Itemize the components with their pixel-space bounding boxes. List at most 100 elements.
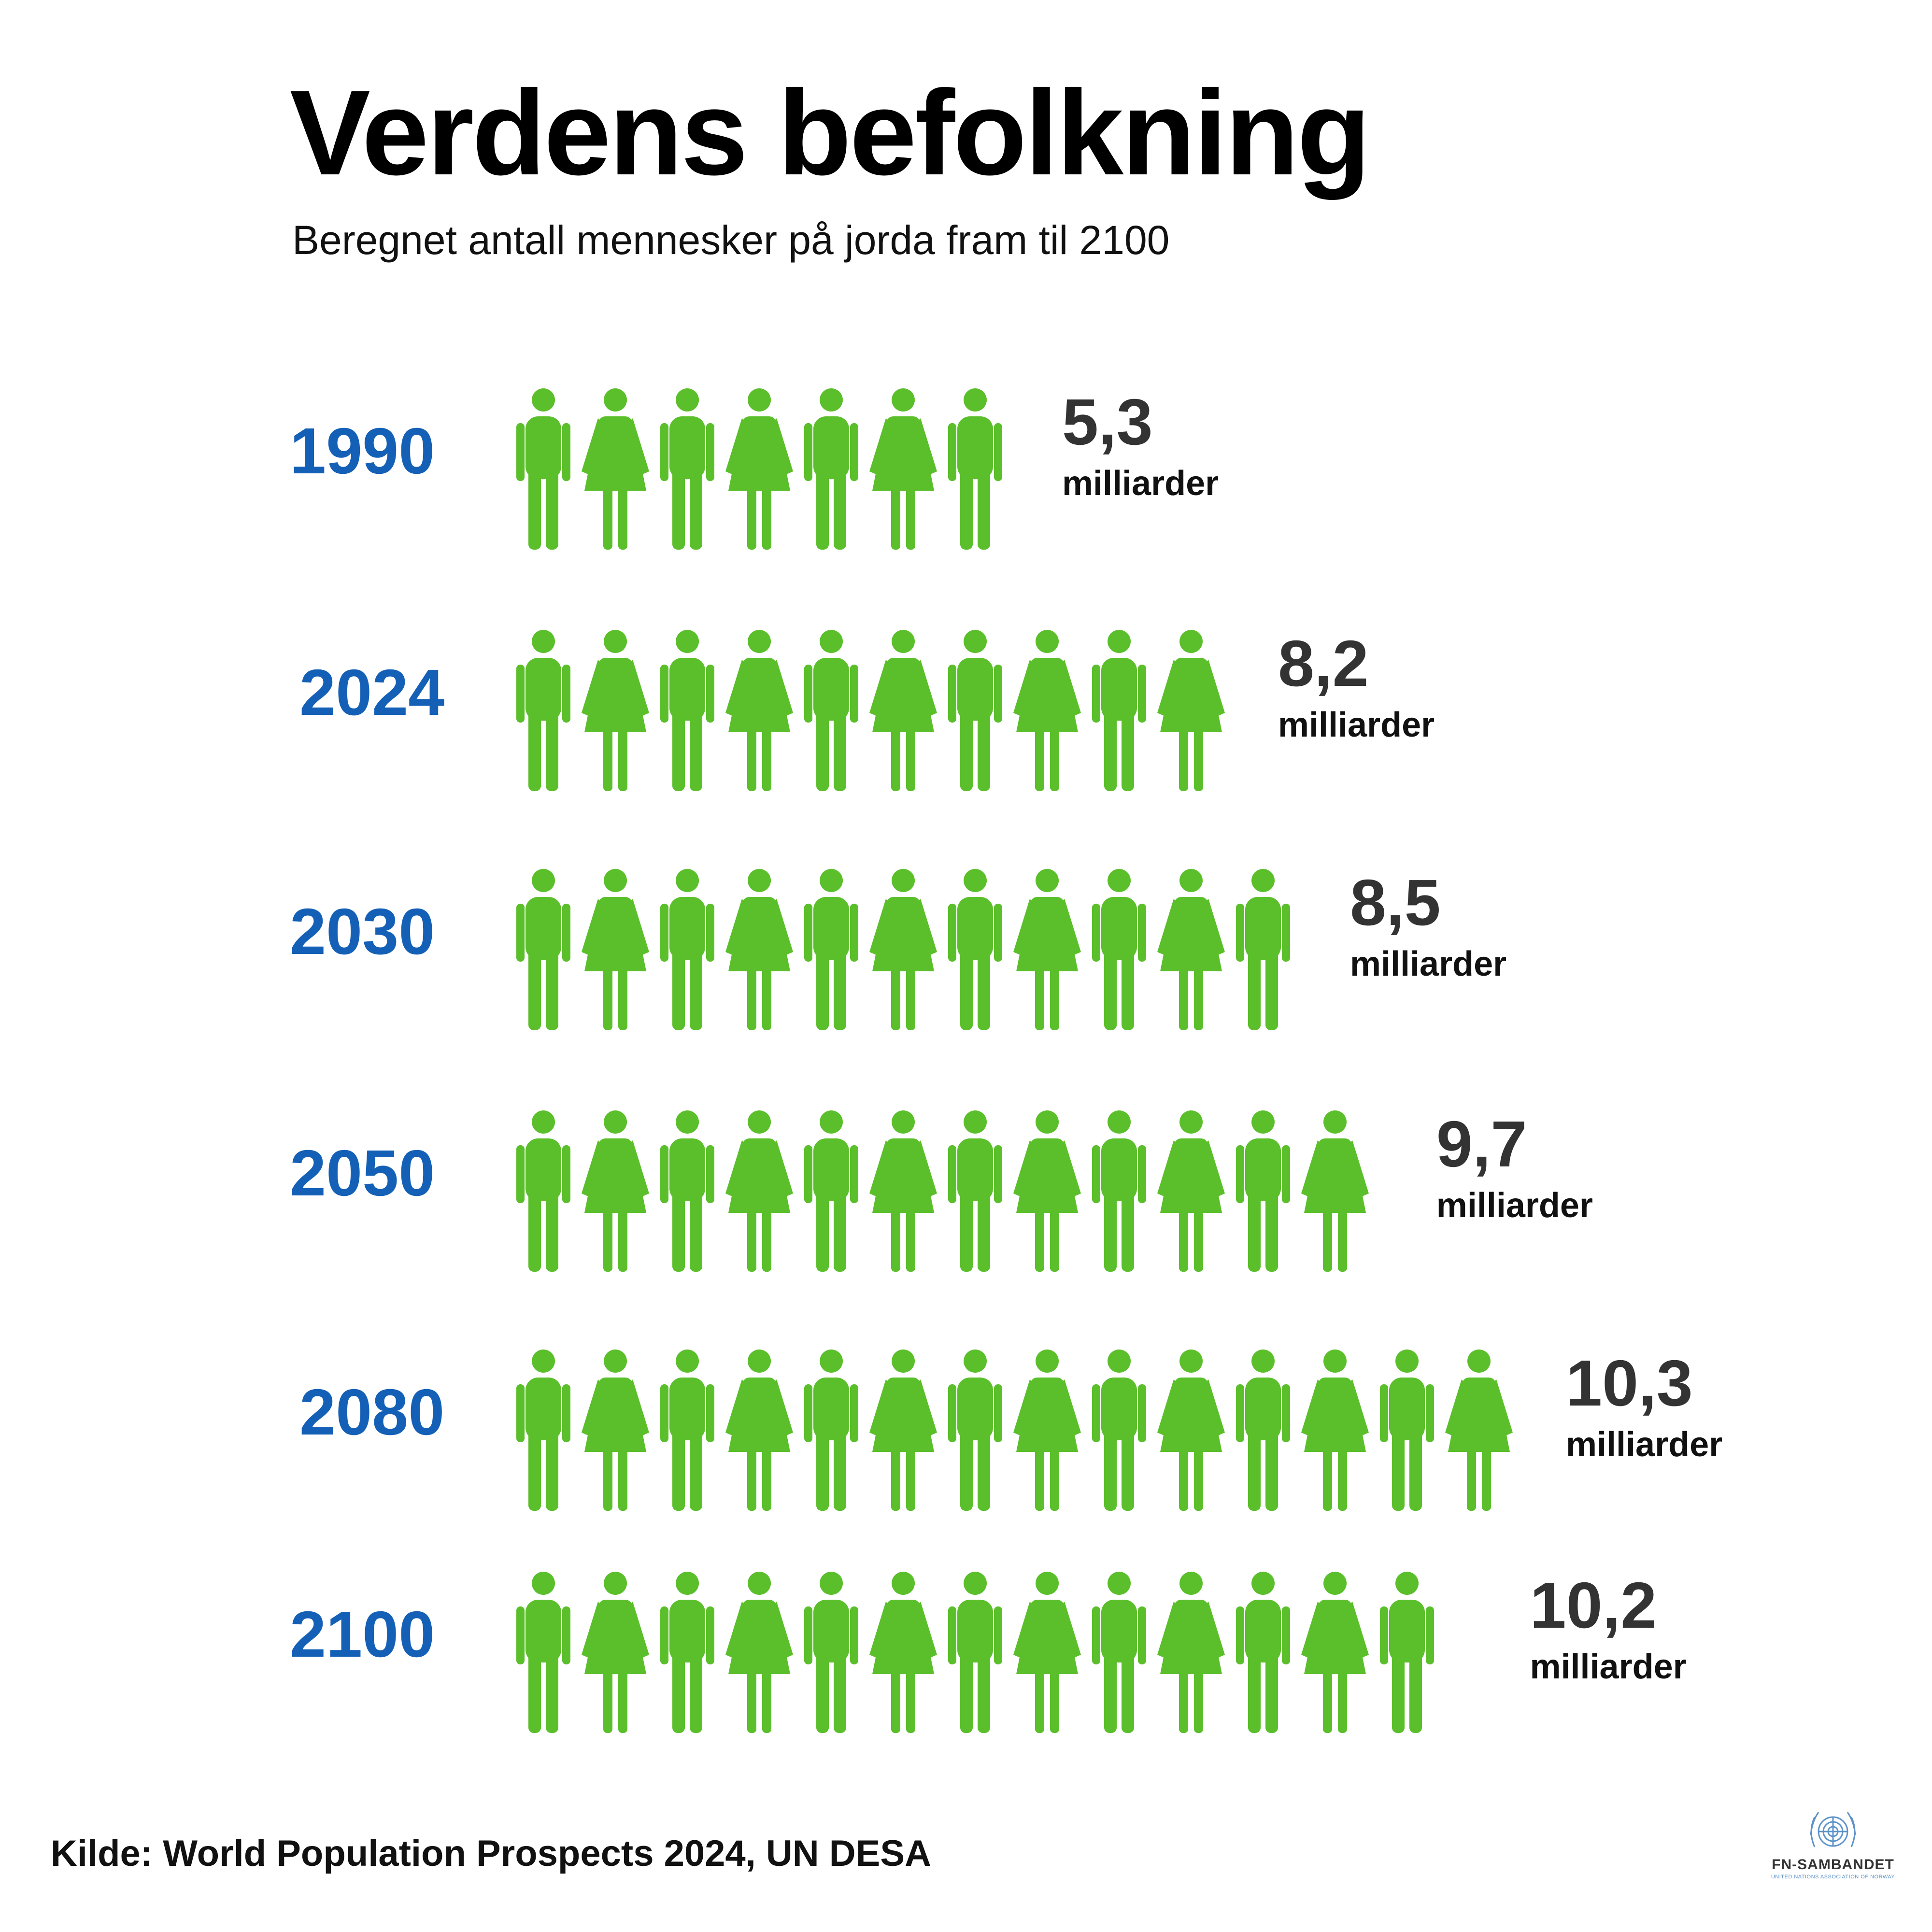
man-icon [804,630,858,791]
row-1990: 1990 5,3 milliarder [290,385,1219,550]
man-icon [1380,1572,1434,1733]
unit-label: milliarder [1566,1425,1722,1464]
un-emblem-icon [1810,1812,1856,1847]
woman-icon [869,1110,937,1272]
man-icon [804,1350,858,1511]
row-2100: 2100 10,2 milliarder [290,1569,1687,1733]
woman-icon [582,1572,649,1733]
woman-icon [1013,1572,1081,1733]
woman-icon [1301,1110,1369,1272]
row-2024: 2024 8,2 milliarder [299,627,1435,791]
woman-icon [869,388,937,550]
value-label: 5,3 [1062,385,1153,458]
woman-icon [725,1350,793,1511]
year-label: 2100 [290,1598,435,1671]
unit-label: milliarder [1530,1648,1687,1686]
fn-sambandet-logo: FN-SAMBANDET UNITED NATIONS ASSOCIATION … [1753,1806,1913,1884]
source-note: Kilde: World Population Prospects 2024, … [51,1833,931,1874]
woman-icon [1157,630,1225,791]
logo-name: FN-SAMBANDET [1772,1857,1894,1873]
value-label: 9,7 [1436,1108,1527,1180]
man-icon [804,1572,858,1733]
row-2030: 2030 8,5 milliarder [290,866,1506,1030]
year-label: 1990 [290,414,435,487]
man-icon [948,869,1002,1030]
row-2050: 2050 9,7 milliarder [290,1108,1593,1272]
man-icon [1236,1572,1290,1733]
woman-icon [582,1110,649,1272]
woman-icon [1445,1572,1479,1733]
woman-icon [725,1572,793,1733]
man-icon [660,1572,714,1733]
woman-icon [1013,630,1081,791]
row-2080: 2080 10,3 milliarder [299,1347,1722,1511]
man-icon [1236,1350,1290,1511]
man-icon [948,1350,1002,1511]
woman-icon [725,869,793,1030]
man-icon [516,869,570,1030]
woman-icon [1157,1350,1225,1511]
man-icon [660,630,714,791]
value-label: 10,2 [1530,1569,1657,1642]
logo-tagline: UNITED NATIONS ASSOCIATION OF NORWAY [1771,1874,1895,1880]
man-icon [804,388,858,550]
woman-icon [869,869,937,1030]
man-icon [948,1572,1002,1733]
man-icon [1092,869,1146,1030]
man-icon [516,630,570,791]
unit-label: milliarder [1062,464,1219,503]
year-label: 2030 [290,895,435,968]
woman-icon [1301,1572,1369,1733]
man-icon [1380,1350,1434,1511]
unit-label: milliarder [1350,945,1506,983]
man-icon [660,388,714,550]
woman-icon [582,1350,649,1511]
man-icon [804,869,858,1030]
man-icon [516,1350,570,1511]
value-label: 10,3 [1566,1347,1693,1420]
unit-label: milliarder [1278,706,1435,744]
man-icon [1092,1572,1146,1733]
man-icon [1092,1350,1146,1511]
woman-icon [1157,869,1225,1030]
woman-icon [1013,1350,1081,1511]
man-icon [804,1110,858,1272]
woman-icon [582,388,649,550]
chart-title: Verdens befolkning [290,65,1371,200]
man-icon [516,388,570,550]
woman-icon [582,630,649,791]
woman-icon [1157,1110,1225,1272]
year-label: 2080 [299,1376,444,1449]
value-label: 8,2 [1278,627,1369,700]
woman-icon [1445,1350,1513,1511]
man-icon [516,1110,570,1272]
man-icon [1236,1110,1290,1272]
man-icon [660,1110,714,1272]
woman-icon [725,630,793,791]
year-label: 2050 [290,1136,435,1209]
woman-icon [869,630,937,791]
chart-subtitle: Beregnet antall mennesker på jorda fram … [292,217,1170,263]
woman-icon [1013,869,1081,1030]
man-icon [1236,869,1290,1030]
man-icon [948,630,1002,791]
man-icon [1380,1110,1387,1272]
man-icon [1092,1110,1146,1272]
value-label: 8,5 [1350,866,1441,939]
woman-icon [582,869,649,1030]
woman-icon [869,1350,937,1511]
woman-icon [869,1572,937,1733]
man-icon [1092,630,1146,791]
man-icon [660,1350,714,1511]
man-icon [948,388,1002,550]
man-icon [516,1572,570,1733]
woman-icon [1013,1110,1081,1272]
man-icon [948,1110,1002,1272]
man-icon [660,869,714,1030]
woman-icon [725,1110,793,1272]
woman-icon [1157,1572,1225,1733]
year-label: 2024 [299,656,444,729]
unit-label: milliarder [1436,1186,1593,1225]
woman-icon [1301,1350,1369,1511]
